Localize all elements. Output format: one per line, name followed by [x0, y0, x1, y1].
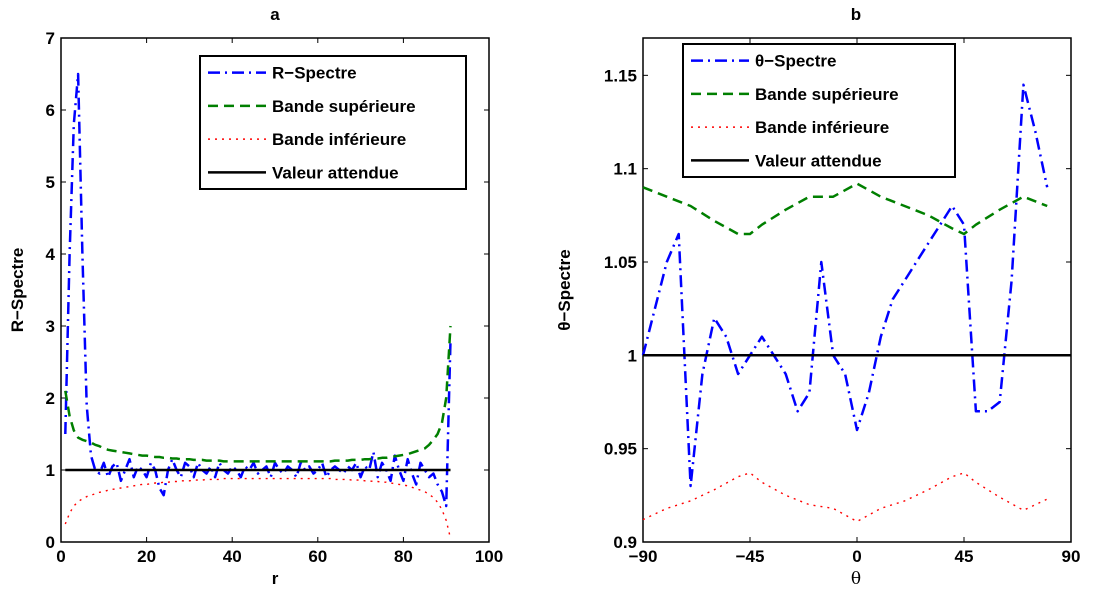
x-tick-label: 0 — [852, 547, 861, 566]
legend-label-0: θ−Spectre — [755, 52, 836, 71]
y-axis-label: R−Spectre — [8, 248, 27, 333]
legend-label-3: Valeur attendue — [272, 163, 399, 182]
legend-label-1: Bande supérieure — [755, 85, 899, 104]
x-tick-label: −45 — [736, 547, 765, 566]
y-tick-label: 5 — [46, 173, 55, 192]
legend-label-2: Bande inférieure — [272, 130, 406, 149]
legend-label-3: Valeur attendue — [755, 151, 882, 170]
chart-title: a — [270, 5, 280, 24]
y-tick-label: 0 — [46, 533, 55, 552]
plot-area-frame — [60, 37, 490, 543]
x-tick-label: 100 — [475, 547, 503, 566]
series-line-2 — [64, 477, 452, 539]
y-tick-label: 2 — [46, 389, 55, 408]
y-tick-label: 1 — [46, 461, 55, 480]
x-tick-label: 0 — [56, 547, 65, 566]
legend: θ−Spectre Bande supérieure Bande inférieur… — [682, 43, 956, 178]
chart-title: b — [851, 5, 861, 24]
x-tick-label: 80 — [394, 547, 413, 566]
legend-box — [199, 55, 467, 190]
series-line-1 — [642, 182, 1048, 236]
y-tick-label: 1.15 — [604, 66, 637, 85]
y-tick-label: 1 — [628, 346, 637, 365]
y-tick-label: 7 — [46, 29, 55, 48]
legend-label-0: R−Spectre — [272, 64, 357, 83]
y-axis-label: θ−Spectre — [555, 249, 574, 330]
series-line-1 — [64, 325, 452, 463]
legend-label-2: Bande inférieure — [755, 118, 889, 137]
x-tick-label: 20 — [137, 547, 156, 566]
x-tick-label: 40 — [223, 547, 242, 566]
x-axis-label: r — [272, 569, 279, 588]
y-tick-label: 1.1 — [613, 160, 637, 179]
x-tick-label: 45 — [955, 547, 974, 566]
series-layer — [64, 72, 452, 539]
x-axis-label: θ — [851, 569, 861, 589]
y-tick-label: 3 — [46, 317, 55, 336]
axis-ticks: −90 −45 0 45 90 0.9 0.95 1 1.05 1.1 1.15 — [604, 38, 1081, 566]
y-tick-label: 0.9 — [613, 533, 637, 552]
y-tick-label: 4 — [46, 245, 56, 264]
series-line-0 — [641, 83, 1049, 488]
y-tick-label: 6 — [46, 101, 55, 120]
chart-panel-a: a 0 20 40 60 80 100 0 1 2 3 4 5 6 7 R−Spectre Bande su… — [8, 5, 503, 588]
legend: R−Spectre Bande supérieure Bande inférieur… — [199, 55, 467, 190]
series-line-2 — [642, 472, 1048, 523]
y-tick-label: 1.05 — [604, 253, 637, 272]
legend-box — [682, 43, 956, 178]
axis-ticks: 0 20 40 60 80 100 0 1 2 3 4 5 6 7 — [46, 29, 504, 566]
x-tick-label: 60 — [308, 547, 327, 566]
x-tick-label: 90 — [1062, 547, 1081, 566]
series-layer — [641, 83, 1071, 523]
legend-label-1: Bande supérieure — [272, 97, 416, 116]
y-tick-label: 0.95 — [604, 440, 637, 459]
x-tick-label: −90 — [629, 547, 658, 566]
chart-panel-b: b −90 −45 0 45 90 0.9 0.95 1 1.05 1.1 1.15 θ−Spect… — [555, 5, 1080, 589]
